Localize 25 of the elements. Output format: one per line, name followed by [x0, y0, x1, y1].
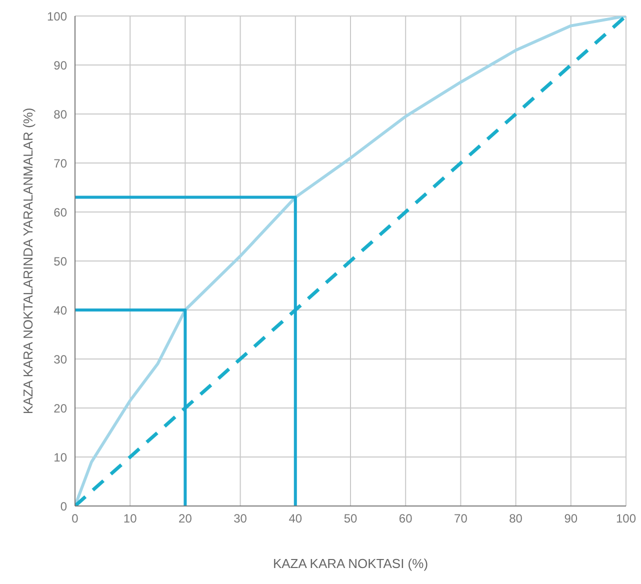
y-tick-label: 80	[54, 107, 68, 122]
y-tick-label: 10	[54, 450, 68, 464]
y-tick-label: 40	[54, 303, 68, 318]
y-tick-label: 100	[46, 9, 68, 24]
y-tick-label: 30	[54, 352, 68, 366]
x-tick-label: 0	[72, 512, 79, 526]
y-tick-label: 70	[54, 156, 68, 170]
x-tick-label: 60	[398, 512, 413, 526]
line-series	[75, 16, 626, 506]
x-tick-label: 40	[288, 512, 302, 526]
y-tick-label: 90	[54, 58, 68, 72]
x-tick-label: 30	[234, 512, 248, 526]
y-tick-label: 60	[54, 205, 68, 220]
x-tick-label: 50	[344, 512, 358, 526]
x-tick-label: 100	[616, 512, 636, 526]
x-tick-label: 10	[123, 512, 138, 526]
y-axis-title: KAZA KARA NOKTALARINDA YARALANMALAR (%)	[20, 108, 36, 414]
y-tick-label: 50	[54, 254, 68, 268]
x-tick-label: 70	[454, 512, 468, 526]
x-tick-label: 80	[509, 512, 523, 526]
x-axis-title: KAZA KARA NOKTASI (%)	[272, 556, 428, 571]
y-tick-label: 0	[60, 499, 68, 514]
x-tick-label: 20	[178, 512, 192, 526]
y-tick-label: 20	[54, 401, 68, 416]
x-tick-label: 90	[564, 512, 578, 526]
